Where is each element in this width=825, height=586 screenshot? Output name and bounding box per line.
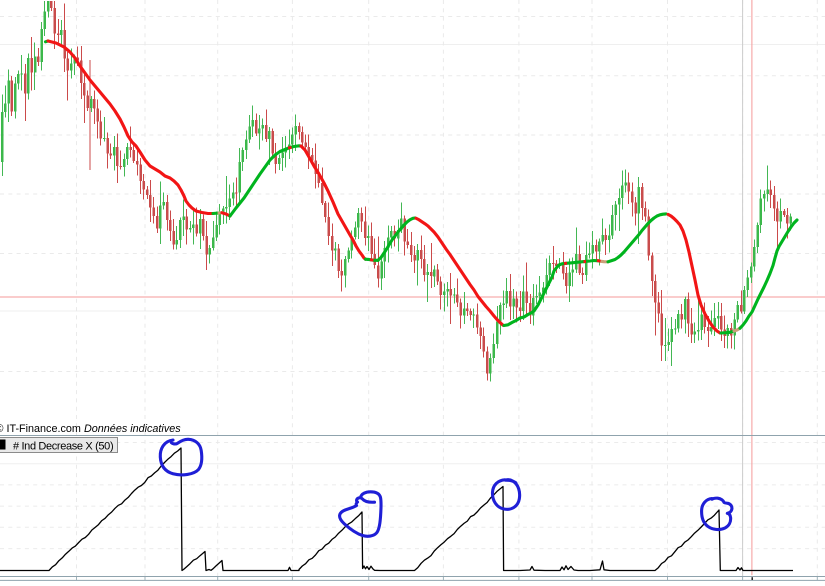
svg-text:Données indicatives: Données indicatives xyxy=(84,423,181,435)
svg-text:# Ind Decrease X (50): # Ind Decrease X (50) xyxy=(13,441,113,453)
svg-text:© IT-Finance.com: © IT-Finance.com xyxy=(0,423,81,435)
